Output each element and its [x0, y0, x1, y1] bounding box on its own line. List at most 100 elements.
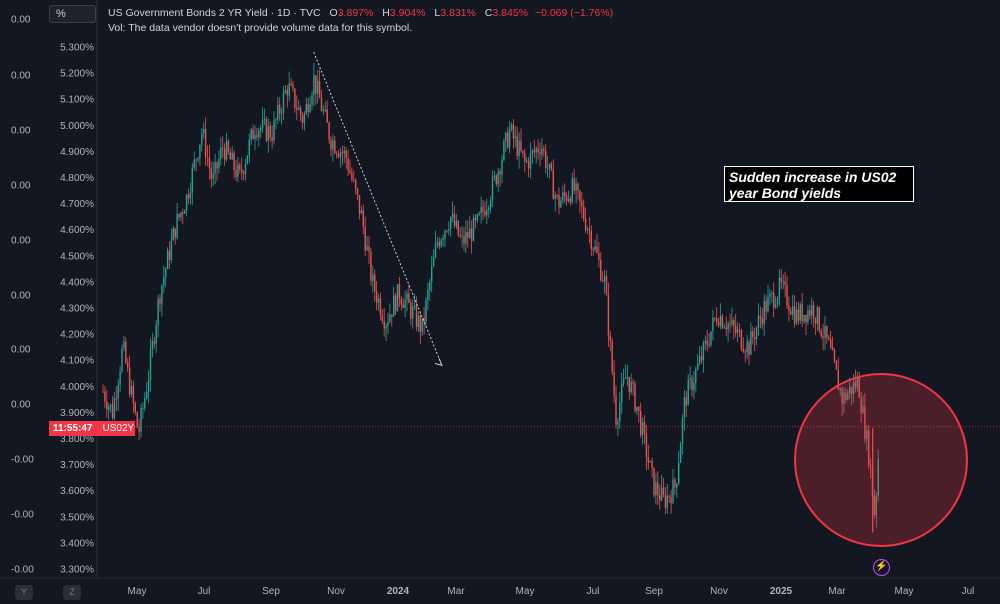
- x-tick-label: Nov: [710, 586, 728, 597]
- candle-body: [248, 139, 250, 156]
- candle-body: [719, 315, 722, 326]
- x-tick-label: Sep: [262, 586, 280, 597]
- candle-body: [337, 154, 340, 158]
- candle-body: [516, 136, 518, 157]
- candle-body: [366, 246, 368, 251]
- candle-body: [681, 417, 684, 445]
- candle-body: [136, 412, 138, 428]
- candle-body: [488, 207, 490, 210]
- candle-body: [679, 444, 682, 463]
- y-tick-label: 4.500%: [60, 251, 94, 262]
- candle-body: [550, 163, 553, 170]
- axis-y-button[interactable]: Y: [15, 585, 33, 600]
- y-tick-label: 3.300%: [60, 565, 94, 576]
- candle-body: [161, 285, 163, 304]
- candle-body: [807, 310, 809, 323]
- candle-body: [814, 317, 817, 324]
- x-tick-label: May: [516, 586, 535, 597]
- candle-body: [685, 397, 687, 406]
- candle-body: [546, 167, 549, 169]
- candle-body: [178, 213, 180, 218]
- candle-body: [843, 392, 845, 404]
- candle-body: [102, 391, 104, 393]
- price-label-time: 11:55:47: [53, 423, 93, 434]
- candle-body: [835, 360, 838, 370]
- candle-body: [573, 178, 575, 191]
- candle-body: [406, 293, 408, 300]
- candle-body: [805, 314, 807, 323]
- candle-body: [199, 144, 201, 159]
- y-tick-label: 5.000%: [60, 121, 94, 132]
- candle-body: [290, 83, 292, 86]
- candle-body: [305, 104, 307, 114]
- candle-body: [288, 83, 290, 96]
- low-label: L: [434, 7, 441, 19]
- candle-body: [231, 152, 233, 160]
- candle-body: [858, 377, 860, 398]
- candle-body: [729, 323, 731, 325]
- candle-body: [499, 171, 501, 175]
- candle-body: [830, 339, 832, 348]
- candle-body: [562, 192, 564, 201]
- candle-body: [527, 161, 530, 169]
- candle-body: [448, 229, 450, 231]
- low-value: 3.831%: [440, 7, 476, 19]
- candle-body: [275, 119, 277, 121]
- candle-body: [298, 107, 300, 110]
- candle-body: [147, 380, 150, 393]
- left-axis-label: 0.00: [11, 291, 31, 302]
- candle-body: [649, 460, 651, 462]
- unit-selector[interactable]: %: [49, 5, 96, 23]
- candle-body: [510, 124, 513, 130]
- candle-body: [622, 378, 625, 384]
- candle-body: [413, 305, 416, 308]
- candle-body: [584, 219, 587, 230]
- open-label: O: [329, 7, 338, 19]
- candle-body: [370, 251, 372, 281]
- candle-body: [740, 330, 743, 349]
- candle-body: [250, 129, 252, 140]
- candle-body: [564, 192, 566, 196]
- left-axis-label: 0.00: [11, 126, 31, 137]
- candle-body: [674, 479, 676, 488]
- candle-body: [408, 293, 410, 304]
- candle-body: [128, 367, 131, 395]
- candle-body: [419, 315, 421, 332]
- candle-body: [725, 327, 727, 330]
- candle-body: [166, 250, 169, 269]
- candle-body: [655, 482, 657, 496]
- candle-body: [225, 141, 228, 160]
- candle-body: [723, 327, 725, 329]
- lightning-icon[interactable]: ⚡: [873, 559, 890, 576]
- candle-body: [695, 369, 697, 383]
- candle-body: [130, 385, 133, 395]
- candle-body: [364, 227, 366, 251]
- candle-body: [174, 228, 176, 238]
- candle-body: [242, 172, 245, 174]
- candle-body: [311, 94, 313, 105]
- candle-body: [615, 395, 617, 425]
- annotation-text-box[interactable]: Sudden increase in US02 year Bond yields: [724, 166, 914, 202]
- candle-body: [780, 277, 782, 282]
- candle-body: [717, 322, 720, 326]
- candle-body: [548, 163, 551, 168]
- candle-body: [641, 422, 644, 436]
- candle-body: [246, 155, 249, 164]
- candle-body: [700, 356, 703, 361]
- axis-z-button[interactable]: Z: [63, 585, 81, 600]
- candle-body: [558, 195, 560, 208]
- candle-body: [691, 378, 693, 391]
- candle-body: [233, 152, 235, 170]
- candle-body: [539, 152, 541, 155]
- candle-body: [533, 150, 535, 153]
- candle-body: [757, 315, 760, 328]
- y-tick-label: 3.600%: [60, 486, 94, 497]
- candle-body: [442, 238, 444, 241]
- candle-body: [339, 152, 342, 158]
- candle-body: [607, 294, 610, 336]
- candle-body: [592, 248, 594, 250]
- candle-body: [372, 274, 374, 281]
- candle-body: [431, 266, 433, 283]
- candle-body: [193, 159, 195, 168]
